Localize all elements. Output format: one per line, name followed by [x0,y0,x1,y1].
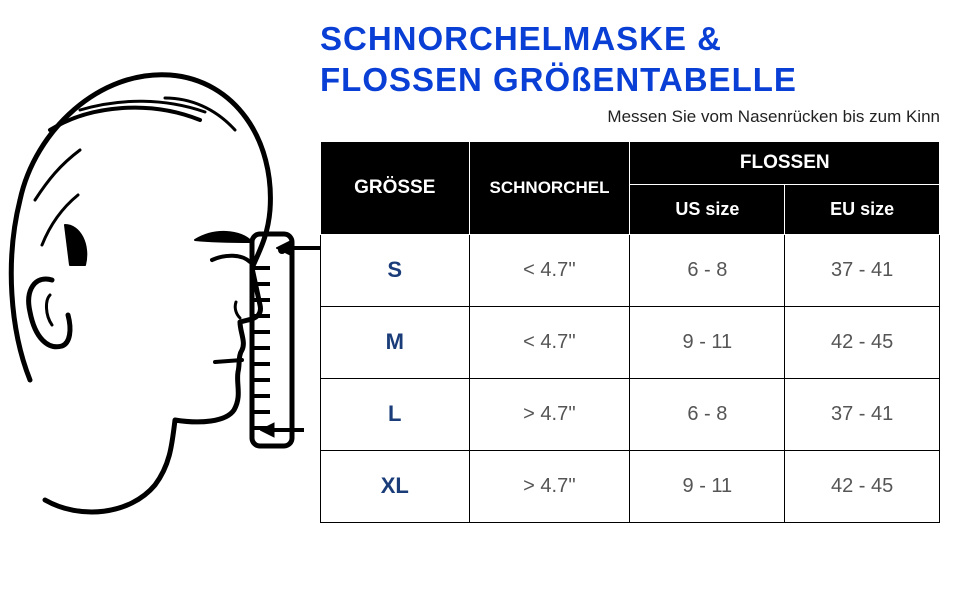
col-header-size: GRÖSSE [321,141,470,234]
col-header-fins-group: FLOSSEN [630,141,940,184]
size-cell: L [321,378,470,450]
page-title: SCHNORCHELMASKE & FLOSSEN GRÖßENTABELLE [320,18,940,101]
us-cell: 6 - 8 [630,234,785,306]
size-cell: S [321,234,470,306]
arrow-top-icon [276,238,320,258]
size-chart-body: S < 4.7'' 6 - 8 37 - 41 M < 4.7'' 9 - 11… [321,234,940,522]
snorkel-cell: > 4.7'' [469,450,630,522]
us-cell: 9 - 11 [630,306,785,378]
col-header-eu: EU size [785,184,940,234]
us-cell: 6 - 8 [630,378,785,450]
table-row: XL > 4.7'' 9 - 11 42 - 45 [321,450,940,522]
measurement-illustration [0,0,320,600]
col-header-snorkel: SCHNORCHEL [469,141,630,234]
eu-cell: 42 - 45 [785,450,940,522]
eu-cell: 42 - 45 [785,306,940,378]
table-row: L > 4.7'' 6 - 8 37 - 41 [321,378,940,450]
table-row: M < 4.7'' 9 - 11 42 - 45 [321,306,940,378]
col-header-us: US size [630,184,785,234]
size-chart-table: GRÖSSE SCHNORCHEL FLOSSEN US size EU siz… [320,141,940,523]
snorkel-cell: > 4.7'' [469,378,630,450]
us-cell: 9 - 11 [630,450,785,522]
size-cell: M [321,306,470,378]
table-row: S < 4.7'' 6 - 8 37 - 41 [321,234,940,306]
subtitle: Messen Sie vom Nasenrücken bis zum Kinn [320,107,940,127]
eu-cell: 37 - 41 [785,378,940,450]
snorkel-cell: < 4.7'' [469,234,630,306]
title-line-1: SCHNORCHELMASKE & [320,20,722,57]
snorkel-cell: < 4.7'' [469,306,630,378]
arrow-bottom-icon [260,420,304,440]
eu-cell: 37 - 41 [785,234,940,306]
title-line-2: FLOSSEN GRÖßENTABELLE [320,61,797,98]
ruler-icon [248,230,296,450]
size-cell: XL [321,450,470,522]
